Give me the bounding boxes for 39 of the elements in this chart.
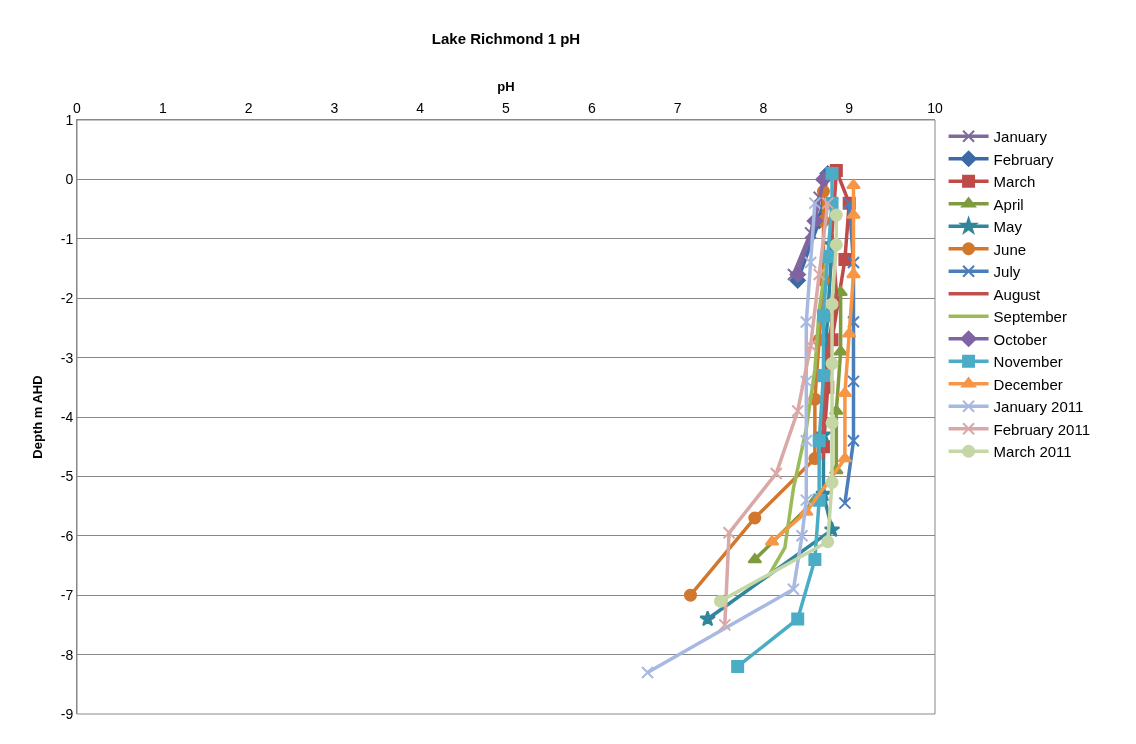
x-tick-label: 6 xyxy=(587,100,596,117)
legend-label: January xyxy=(993,128,1048,146)
legend-label: November xyxy=(993,353,1063,371)
x-tick-label: 1 xyxy=(158,100,167,117)
x-axis-title: pH xyxy=(497,79,515,95)
legend-label: December xyxy=(993,375,1063,393)
legend-label: January 2011 xyxy=(993,398,1084,416)
x-tick-label: 5 xyxy=(502,100,511,117)
legend-label: June xyxy=(993,240,1027,258)
legend-label: May xyxy=(993,218,1023,236)
legend-label: March 2011 xyxy=(993,443,1072,461)
legend-label: March xyxy=(993,173,1036,191)
y-tick-label: -9 xyxy=(60,705,74,722)
y-tick-label: -1 xyxy=(60,230,74,247)
y-tick-label: -2 xyxy=(60,290,74,307)
legend-label: July xyxy=(993,263,1021,281)
x-tick-label: 2 xyxy=(244,100,253,117)
legend-label: April xyxy=(993,195,1024,213)
y-tick-label: -7 xyxy=(60,587,74,604)
legend-label: September xyxy=(993,308,1067,326)
y-tick-label: 1 xyxy=(65,111,74,128)
y-tick-label: -8 xyxy=(60,646,74,663)
legend-label: February xyxy=(993,150,1055,168)
y-axis-title: Depth m AHD xyxy=(29,375,45,459)
chart-title: Lake Richmond 1 pH xyxy=(431,29,581,47)
legend-label: February 2011 xyxy=(993,420,1091,438)
legend-label: August xyxy=(993,285,1042,303)
x-tick-label: 3 xyxy=(330,100,339,117)
x-tick-label: 8 xyxy=(759,100,768,117)
x-tick-label: 4 xyxy=(416,100,425,117)
y-tick-label: -6 xyxy=(60,527,74,544)
x-tick-label: 7 xyxy=(673,100,682,117)
x-tick-label: 9 xyxy=(845,100,854,117)
x-tick-label: 10 xyxy=(927,100,943,117)
legend-label: October xyxy=(993,330,1047,348)
y-tick-label: 0 xyxy=(65,171,74,188)
y-tick-label: -5 xyxy=(60,468,74,485)
y-tick-label: -3 xyxy=(60,349,74,366)
y-tick-label: -4 xyxy=(60,408,74,425)
